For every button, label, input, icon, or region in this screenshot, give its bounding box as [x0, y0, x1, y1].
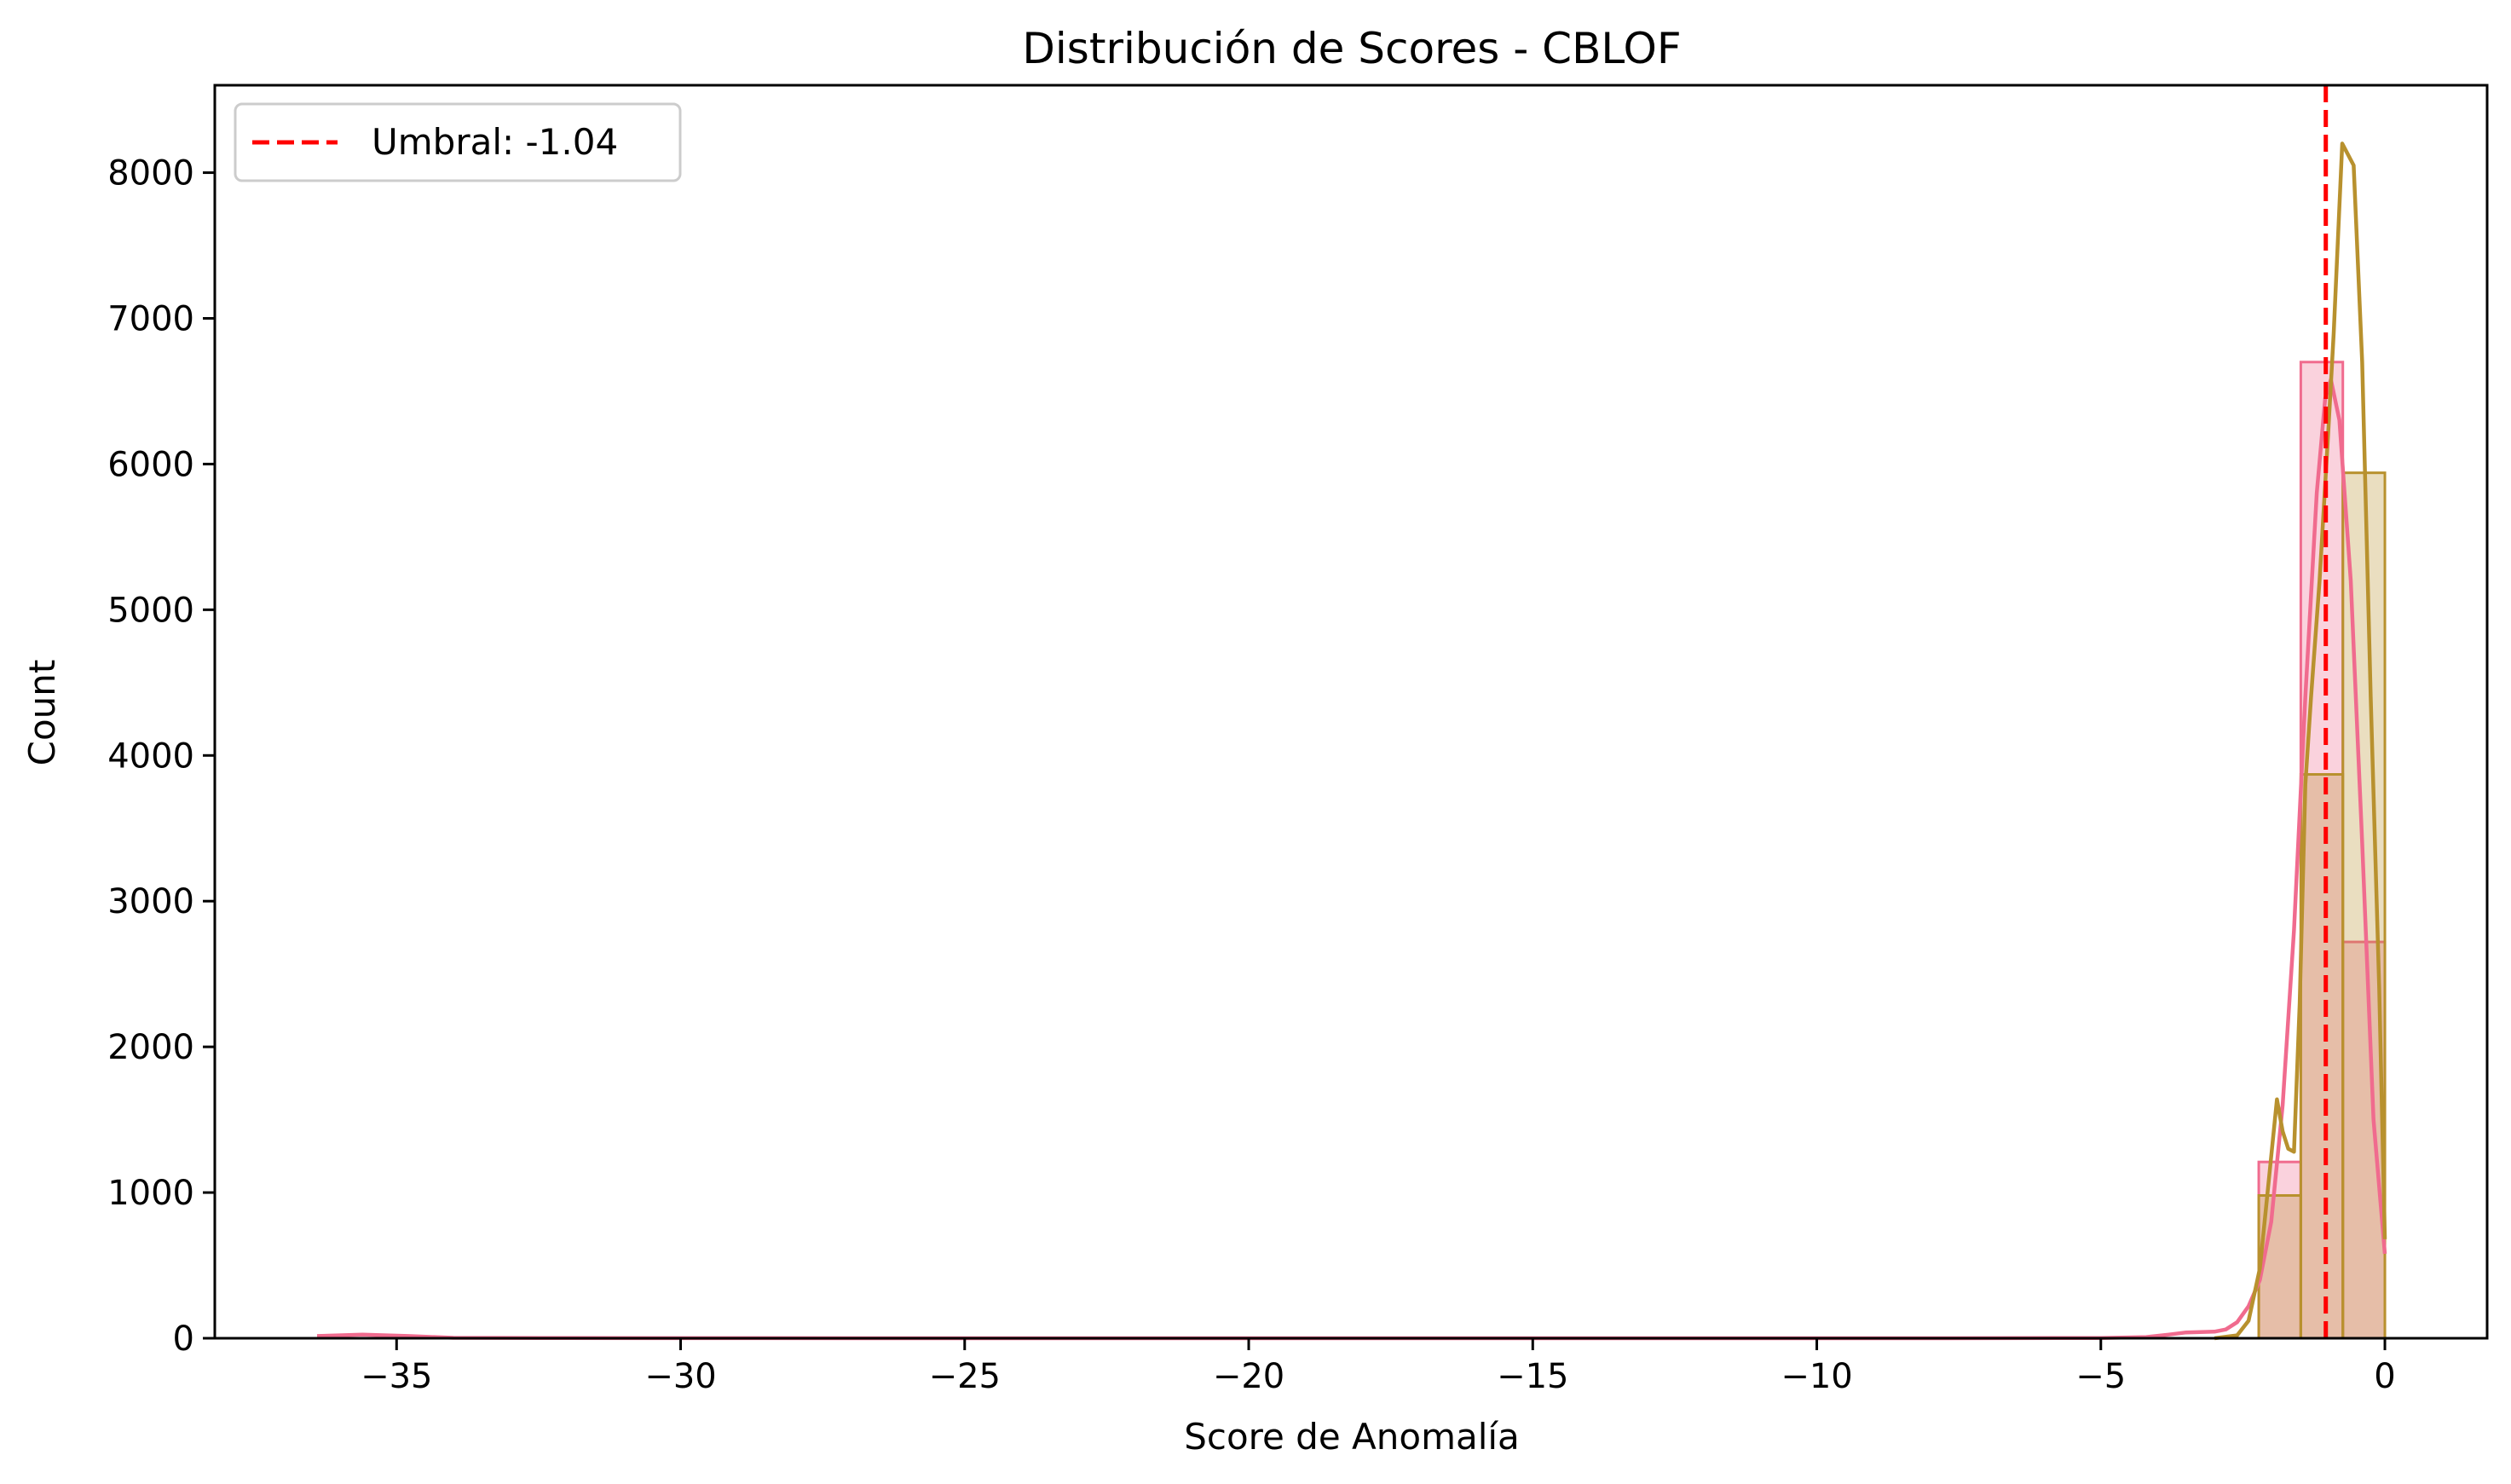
- y-axis: 0 1000 2000 3000 4000 5000 6000 7000 8000: [107, 154, 215, 1359]
- x-tick-label: −15: [1497, 1357, 1568, 1396]
- axes-frame: [213, 84, 2489, 1340]
- legend-threshold-label: Umbral: -1.04: [372, 121, 618, 163]
- y-tick-label: 5000: [107, 591, 194, 630]
- x-tick-label: −25: [929, 1357, 1001, 1396]
- y-tick-label: 7000: [107, 299, 194, 338]
- x-tick-label: 0: [2374, 1357, 2395, 1396]
- x-tick-label: −20: [1213, 1357, 1284, 1396]
- y-tick-label: 8000: [107, 154, 194, 193]
- x-tick-label: −30: [644, 1357, 716, 1396]
- chart-title: Distribución de Scores - CBLOF: [1022, 24, 1681, 73]
- x-axis-label: Score de Anomalía: [1184, 1416, 1520, 1458]
- y-tick-label: 2000: [107, 1028, 194, 1067]
- legend: Umbral: -1.04: [234, 102, 682, 182]
- x-tick-label: −10: [1781, 1357, 1852, 1396]
- y-tick-label: 1000: [107, 1174, 194, 1213]
- y-tick-label: 0: [173, 1319, 194, 1359]
- legend-box: [234, 102, 682, 182]
- y-tick-label: 6000: [107, 445, 194, 484]
- y-axis-label: Count: [21, 660, 63, 766]
- x-tick-label: −5: [2075, 1357, 2126, 1396]
- x-axis: −35 −30 −25 −20 −15 −10 −5 0: [361, 1338, 2396, 1396]
- y-tick-label: 4000: [107, 736, 194, 776]
- plot-area: [213, 84, 2489, 1341]
- histogram-bar: [2299, 773, 2345, 1340]
- kde-curve: [2214, 141, 2387, 1341]
- x-tick-label: −35: [361, 1357, 432, 1396]
- y-tick-label: 3000: [107, 882, 194, 921]
